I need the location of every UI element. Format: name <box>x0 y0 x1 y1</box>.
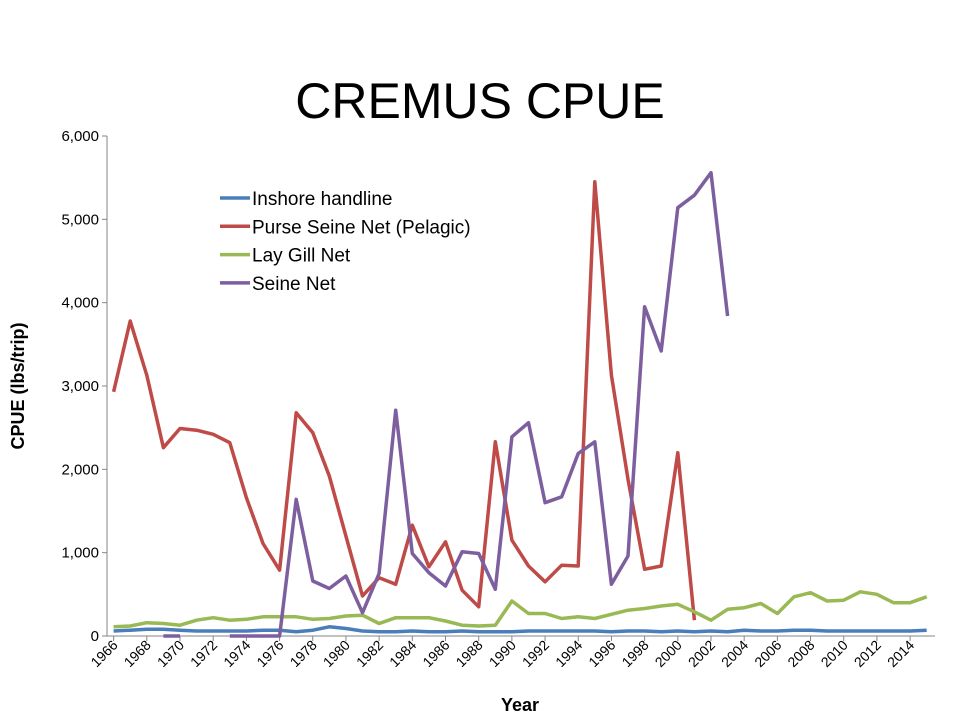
x-tick-label: 1988 <box>452 637 485 670</box>
x-tick-label: 1978 <box>287 637 320 670</box>
x-tick-label: 2002 <box>685 637 718 670</box>
x-tick-label: 2004 <box>718 637 751 670</box>
y-tick-label: 4,000 <box>61 295 99 312</box>
x-tick-label: 1986 <box>419 637 452 670</box>
y-tick-label: 0 <box>91 628 99 645</box>
y-tick-label: 1,000 <box>61 545 99 562</box>
y-tick-label: 6,000 <box>61 128 99 145</box>
series-line <box>163 170 730 638</box>
y-tick-label: 2,000 <box>61 461 99 478</box>
legend-label: Lay Gill Net <box>252 246 351 267</box>
y-tick-label: 3,000 <box>61 378 99 395</box>
x-tick-label: 2010 <box>818 637 851 670</box>
x-tick-label: 1976 <box>253 637 286 670</box>
x-tick-label: 1974 <box>220 637 253 670</box>
y-axis-label: CPUE (lbs/trip) <box>8 322 28 449</box>
x-tick-label: 2008 <box>784 637 817 670</box>
x-tick-label: 1998 <box>618 637 651 670</box>
legend-label: Purse Seine Net (Pelagic) <box>252 217 471 238</box>
chart-title: CREMUS CPUE <box>295 73 664 129</box>
x-tick-label: 2012 <box>851 637 884 670</box>
x-tick-label: 1984 <box>386 637 419 670</box>
x-tick-label: 2014 <box>884 637 917 670</box>
x-tick-label: 1996 <box>585 637 618 670</box>
x-tick-label: 1982 <box>353 637 386 670</box>
x-tick-label: 2000 <box>652 637 685 670</box>
series-line <box>111 180 697 621</box>
series-line <box>113 625 927 634</box>
y-tick-label: 5,000 <box>61 211 99 228</box>
series-line <box>113 590 928 629</box>
x-tick-label: 1970 <box>154 637 187 670</box>
x-tick-label: 1990 <box>486 637 519 670</box>
x-tick-label: 1968 <box>121 637 154 670</box>
legend-label: Inshore handline <box>252 189 393 210</box>
x-tick-label: 1994 <box>552 637 585 670</box>
x-axis-label: Year <box>501 695 539 715</box>
x-tick-label: 1972 <box>187 637 220 670</box>
x-tick-label: 2006 <box>751 637 784 670</box>
x-tick-label: 1980 <box>320 637 353 670</box>
legend-label: Seine Net <box>252 274 336 295</box>
x-tick-label: 1992 <box>519 637 552 670</box>
